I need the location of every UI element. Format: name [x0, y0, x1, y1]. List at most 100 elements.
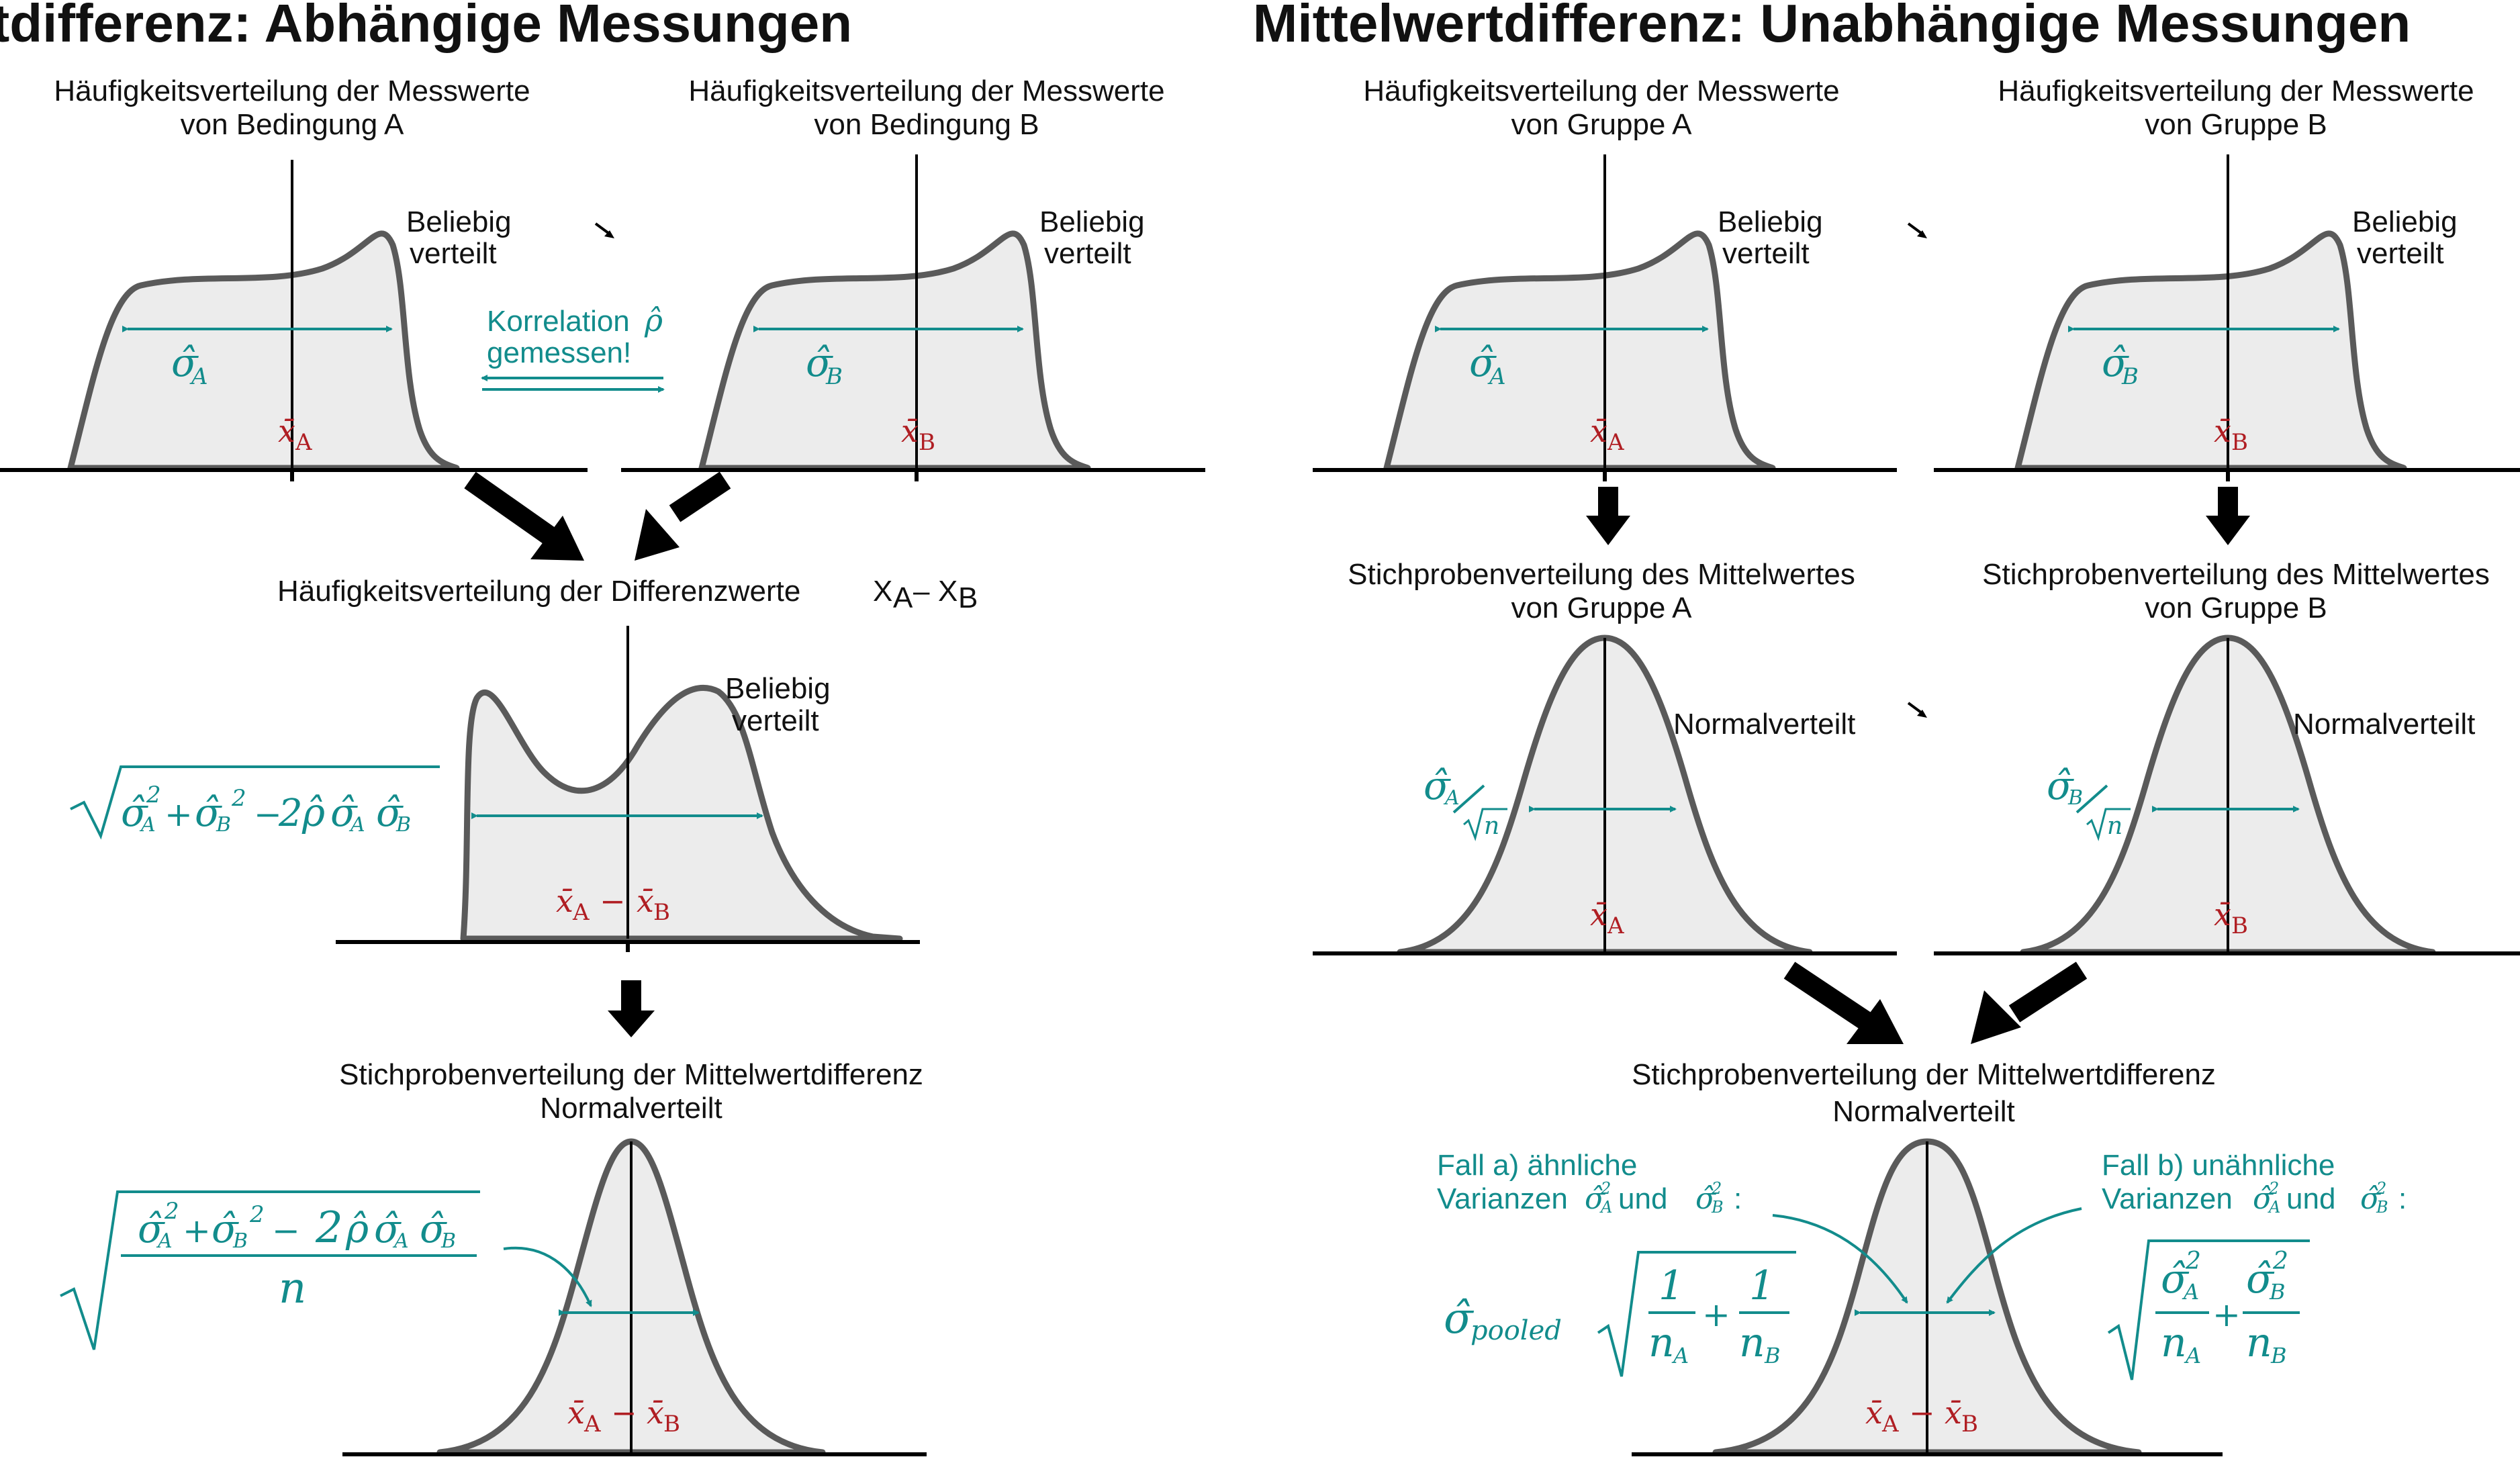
- right-final-head-1: Stichprobenverteilung der Mittelwertdiff…: [1632, 1058, 2216, 1091]
- right-dist-a: Häufigkeitsverteilung der Messwerte von …: [1313, 75, 1897, 481]
- fa-sub-a: A: [1599, 1198, 1612, 1217]
- f1-plus: +: [165, 795, 193, 834]
- fb-n-1: n: [2161, 1319, 2187, 1366]
- right-sigma-b-sub: B: [2121, 363, 2139, 390]
- fb-num-sq-b: 2: [2272, 1248, 2288, 1275]
- left-sigma-a: σ̂: [171, 340, 199, 385]
- left-dist-b: Häufigkeitsverteilung der Messwerte von …: [621, 75, 1205, 481]
- fa-plus: +: [1702, 1295, 1730, 1334]
- right-curve-b: [2014, 230, 2407, 471]
- f1-sigma-a2: σ̂: [330, 790, 358, 835]
- fa-n-1: n: [1648, 1319, 1675, 1366]
- fall-a-arrow: [1772, 1214, 1908, 1304]
- gemessen-label: gemessen!: [487, 336, 631, 369]
- left-beliebig-a-1: Beliebig: [406, 205, 512, 238]
- left-head-b-1: Häufigkeitsverteilung der Messwerte: [688, 75, 1164, 107]
- right-head-b-1: Häufigkeitsverteilung der Messwerte: [1998, 75, 2474, 107]
- fa-sub-b: B: [1711, 1198, 1724, 1217]
- arrow-rb-down-head: [2206, 516, 2250, 545]
- diff-xbar-b: x̄: [637, 883, 654, 919]
- arrow-diff-to-stich-head: [608, 1010, 655, 1037]
- fall-b: Fall b) unähnliche Varianzen σ̂ A 2 und …: [1946, 1149, 2407, 1380]
- left-beliebig-b-1: Beliebig: [1039, 205, 1145, 238]
- left-sigma-b: σ̂: [806, 340, 833, 385]
- fb-sub-a: A: [2268, 1198, 2280, 1217]
- ls-pointer-arrow: [503, 1246, 592, 1307]
- fa-one-2: 1: [1749, 1262, 1775, 1309]
- rn-slash-a: [1452, 784, 1485, 814]
- arrow-rb-to-final-head: [1971, 990, 2021, 1044]
- left-stich-dist: x̄ A − x̄ B: [342, 1138, 927, 1456]
- left-sigma-a-sub: A: [189, 363, 208, 390]
- f1-two: 2: [278, 792, 303, 835]
- fb-sigma-b-num: σ̂: [2246, 1256, 2275, 1303]
- left-xbar-b-sub: B: [919, 429, 935, 456]
- right-beliebig-b-1: Beliebig: [2352, 205, 2458, 238]
- fa-sigma-b: σ̂: [1695, 1182, 1717, 1216]
- fb-sub-b: B: [2376, 1198, 2388, 1217]
- fb-n-2: n: [2246, 1319, 2272, 1366]
- fall-a-und: und: [1618, 1182, 1667, 1215]
- ls-sigma-a: σ̂: [138, 1206, 165, 1252]
- fa-pooled-sub: pooled: [1471, 1315, 1562, 1346]
- rn-sigma-a-sub: A: [1443, 786, 1460, 810]
- right-stich-b-1: Stichprobenverteilung des Mittelwertes: [1982, 558, 2490, 591]
- f1-sub-b: B: [216, 813, 231, 837]
- f1-sigma-b2: σ̂: [376, 790, 404, 835]
- ls-xbar-b-sub: B: [663, 1411, 680, 1438]
- fb-n-sub-a: A: [2184, 1343, 2201, 1368]
- rf-xbar-a-sub: A: [1881, 1411, 1899, 1438]
- fall-b-und: und: [2286, 1182, 2335, 1215]
- ls-sigma-b: σ̂: [212, 1206, 239, 1252]
- rf-minus: −: [1909, 1395, 1935, 1431]
- diff-x-b: X: [938, 575, 958, 608]
- title-left: Mittelwertdifferenz: Abhängige Messungen: [0, 0, 852, 53]
- right-dist-b: Häufigkeitsverteilung der Messwerte von …: [1934, 75, 2520, 481]
- rn-sqrt-b: [2086, 808, 2131, 841]
- diff-minus: –: [913, 575, 930, 608]
- right-stich-b-2: von Gruppe B: [2145, 592, 2327, 624]
- f1-sq-b: 2: [231, 785, 246, 812]
- left-stich-head-1: Stichprobenverteilung der Mittelwertdiff…: [339, 1058, 923, 1091]
- rn-sigma-b: σ̂: [2047, 763, 2074, 808]
- arrow-a-to-diff-head: [530, 516, 584, 561]
- fb-num-sub-a: A: [2182, 1279, 2199, 1305]
- right-normal-b: Normalverteilt x̄ B σ̂ B n: [1934, 634, 2520, 955]
- stray-arrow-3-head: [1917, 710, 1927, 718]
- ls-xbar-a-sub: A: [584, 1411, 601, 1438]
- right-sigma-b: σ̂: [2102, 340, 2129, 385]
- f1-sub-a2: A: [348, 813, 365, 837]
- diff-beliebig-2: verteilt: [732, 704, 819, 737]
- left-xbar-a: x̄: [278, 413, 295, 449]
- right-head-a-1: Häufigkeitsverteilung der Messwerte: [1363, 75, 1839, 107]
- left-stich-head-2: Normalverteilt: [540, 1092, 722, 1125]
- diff-minus-sign: −: [600, 883, 626, 919]
- right-curve-a: [1383, 230, 1776, 471]
- left-curve-b: [698, 230, 1091, 471]
- stray-arrow-2-head: [1917, 230, 1927, 238]
- fb-colon: :: [2398, 1182, 2407, 1215]
- right-sigma-a: σ̂: [1469, 340, 1497, 385]
- right-stich-a-1: Stichprobenverteilung des Mittelwertes: [1348, 558, 1855, 591]
- diff-head: Häufigkeitsverteilung der Differenzwerte: [277, 575, 800, 608]
- right-beliebig-b-2: verteilt: [2357, 237, 2444, 270]
- rn-sqrt-a: [1463, 808, 1507, 841]
- left-dist-a: Häufigkeitsverteilung der Messwerte von …: [0, 75, 588, 481]
- fb-sqrt-sign: [2107, 1239, 2310, 1380]
- right-head-a-2: von Gruppe A: [1511, 108, 1692, 141]
- right-head-b-2: von Gruppe B: [2145, 108, 2327, 141]
- right-xbar-a-sub: A: [1607, 429, 1624, 456]
- fall-a: Fall a) ähnliche Varianzen σ̂ A 2 und σ̂…: [1437, 1149, 1908, 1377]
- right-xbar-a: x̄: [1590, 413, 1607, 449]
- f1-rho: ρ̂: [301, 790, 325, 835]
- fa-colon: :: [1734, 1182, 1742, 1215]
- right-normalverteilt-b: Normalverteilt: [2293, 708, 2475, 741]
- left-xbar-b: x̄: [901, 413, 919, 449]
- fa-n-2: n: [1739, 1319, 1765, 1366]
- fall-b-arrow: [1946, 1207, 2082, 1304]
- right-xbar-b-sub: B: [2231, 429, 2248, 456]
- diff-sub-b: B: [958, 581, 978, 614]
- ls-sub-a: A: [156, 1229, 173, 1253]
- right-final-dist: x̄ A − x̄ B: [1632, 1138, 2223, 1456]
- right-xbar-b: x̄: [2214, 413, 2231, 449]
